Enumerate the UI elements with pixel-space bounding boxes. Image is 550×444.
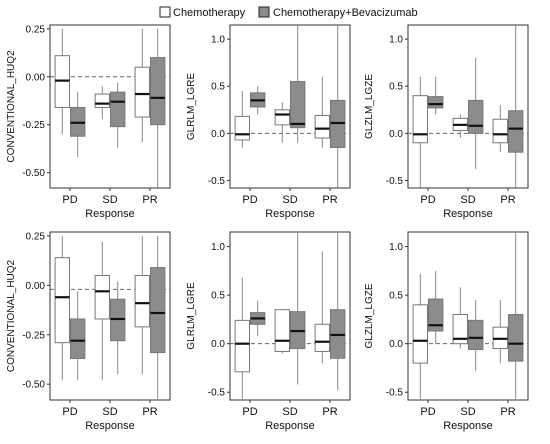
box: [428, 298, 444, 332]
x-axis-title: Response: [85, 420, 135, 432]
chart-panel-1: 0.25 0.00 -0.25 -0.50 PD SD PR Response CONVENTI…: [6, 24, 171, 220]
y-tick-label: -0.5: [208, 388, 226, 399]
y-axis-title: GLZLM_LGZE: [364, 283, 375, 348]
y-tick-label: 0.0: [389, 129, 403, 140]
y-tick-label: -0.25: [22, 120, 45, 131]
box: [234, 319, 251, 373]
x-tick-label: PD: [420, 406, 435, 418]
x-tick-label: PD: [62, 194, 77, 206]
x-tick-label: PR: [322, 194, 337, 206]
y-tick-label: 0.25: [26, 24, 46, 35]
box: [468, 319, 484, 351]
y-tick-label: 0.5: [211, 291, 225, 302]
y-tick-label: -0.5: [208, 176, 226, 187]
x-tick-label: PR: [322, 406, 337, 418]
box: [150, 57, 166, 126]
box: [234, 115, 251, 141]
y-tick-label: 0.00: [26, 281, 46, 292]
box: [150, 267, 166, 354]
x-axis-title: Response: [85, 208, 135, 220]
box: [508, 314, 524, 362]
legend: Chemotherapy Chemotherapy+Bevacizumab: [159, 6, 418, 19]
x-tick-label: SD: [282, 194, 297, 206]
x-tick-label: PD: [62, 406, 77, 418]
x-tick-label: SD: [282, 406, 297, 418]
y-tick-label: 1.0: [211, 35, 225, 46]
x-tick-label: SD: [102, 406, 117, 418]
y-tick-label: 1.0: [389, 242, 403, 253]
box: [452, 314, 469, 345]
box: [412, 95, 429, 144]
y-tick-label: 0.5: [389, 82, 403, 93]
chart-panel-2: 1.0 0.5 0.0 -0.5 PD SD PR Response GLRLM_LGRE: [186, 24, 351, 220]
legend-label-chemotherapy: Chemotherapy: [173, 7, 246, 19]
y-tick-label: -0.5: [386, 176, 404, 187]
x-tick-label: SD: [102, 194, 117, 206]
x-axis-title: Response: [443, 420, 493, 432]
y-axis-title: GLRLM_LGRE: [186, 282, 197, 350]
box: [274, 109, 291, 126]
x-tick-label: PD: [420, 194, 435, 206]
y-tick-label: -0.5: [386, 388, 404, 399]
x-axis-title: Response: [265, 208, 315, 220]
y-tick-label: 1.0: [389, 35, 403, 46]
y-axis-title: CONVENTIONAL_HUQ2: [6, 259, 17, 372]
y-tick-label: 0.00: [26, 72, 46, 83]
x-tick-label: PR: [500, 194, 515, 206]
box: [468, 99, 484, 134]
x-tick-label: PR: [142, 194, 157, 206]
box: [94, 274, 110, 320]
x-tick-label: PR: [500, 406, 515, 418]
x-tick-label: PD: [242, 194, 257, 206]
box: [134, 274, 151, 328]
x-tick-label: SD: [460, 406, 475, 418]
box: [54, 257, 70, 344]
y-tick-label: 0.5: [211, 82, 225, 93]
box: [508, 110, 524, 153]
y-axis-title: GLRLM_LGRE: [186, 73, 197, 141]
box: [412, 304, 429, 364]
box: [134, 66, 151, 118]
y-tick-label: -0.50: [22, 168, 45, 179]
y-tick-label: -0.25: [22, 330, 45, 341]
y-tick-label: 0.25: [26, 231, 46, 242]
box: [314, 114, 331, 139]
box: [290, 81, 306, 129]
x-tick-label: PR: [142, 406, 157, 418]
chart-panel-6: 1.0 0.5 0.0 -0.5 PD SD PR Response GLZLM_LGZE: [364, 231, 529, 432]
y-tick-label: 0.0: [211, 129, 225, 140]
chart-panel-3: 1.0 0.5 0.0 -0.5 PD SD PR Response GLZLM_LGZE: [364, 24, 529, 220]
box: [492, 118, 509, 144]
box: [110, 91, 126, 128]
x-tick-label: PD: [242, 406, 257, 418]
x-axis-title: Response: [265, 420, 315, 432]
y-tick-label: 1.0: [211, 242, 225, 253]
x-tick-label: SD: [460, 194, 475, 206]
box: [94, 93, 110, 108]
y-tick-label: 0.0: [211, 339, 225, 350]
y-axis-title: CONVENTIONAL_HUQ2: [6, 50, 17, 163]
chart-panel-4: 0.25 0.00 -0.25 -0.50 PD SD PR Response CONVENTI…: [6, 231, 171, 432]
y-tick-label: 0.5: [389, 291, 403, 302]
legend-swatch-chemotherapy: [159, 6, 171, 18]
legend-label-chemotherapy-bevacizumab: Chemotherapy+Bevacizumab: [273, 7, 418, 19]
y-axis-title: GLZLM_LGZE: [364, 74, 375, 139]
y-tick-label: -0.50: [22, 380, 45, 391]
box: [274, 309, 291, 352]
legend-swatch-chemotherapy-bevacizumab: [258, 6, 270, 18]
panels: 0.25 0.00 -0.25 -0.50 PD SD PR Response CONVENTI…: [6, 24, 529, 432]
chart-panel-5: 1.0 0.5 0.0 -0.5 PD SD PR Response GLRLM_LGRE: [186, 231, 351, 432]
box: [70, 318, 86, 359]
x-axis-title: Response: [443, 208, 493, 220]
box: [428, 96, 444, 109]
y-tick-label: 0.0: [389, 339, 403, 350]
box: [314, 323, 331, 352]
